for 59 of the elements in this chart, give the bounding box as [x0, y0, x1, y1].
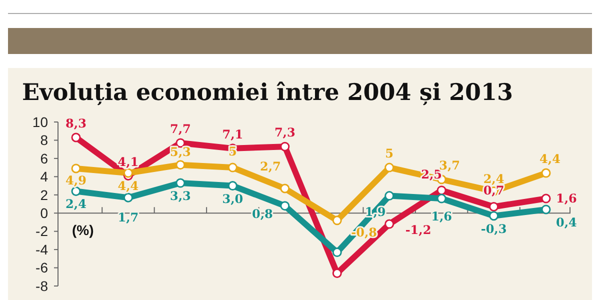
- data-label: 5,3: [170, 144, 191, 159]
- data-label: 5: [385, 146, 394, 161]
- data-label: 0,4: [556, 215, 577, 230]
- point: [71, 132, 81, 142]
- y-tick-label: -8: [36, 278, 48, 294]
- y-tick-label: -6: [36, 260, 48, 276]
- data-label: 7,7: [170, 122, 191, 136]
- data-label: -1,2: [405, 223, 432, 238]
- data-label: 7,3: [274, 126, 296, 140]
- data-label: 1,6: [431, 210, 452, 224]
- point: [489, 202, 499, 212]
- y-tick-label: 4: [40, 168, 48, 185]
- y-tick-label: 10: [32, 114, 48, 130]
- data-label: 2,4: [66, 197, 86, 212]
- point: [71, 164, 81, 174]
- data-label: 7,1: [222, 127, 244, 142]
- point: [176, 138, 186, 148]
- point: [384, 219, 394, 229]
- point: [489, 211, 499, 221]
- data-label: 2,7: [260, 160, 281, 174]
- point: [176, 178, 186, 188]
- point: [436, 194, 446, 204]
- point: [436, 186, 446, 196]
- point: [123, 192, 133, 202]
- data-label: 3,0: [222, 192, 244, 206]
- data-label: 1,7: [118, 210, 139, 225]
- data-label: 3,3: [170, 189, 191, 204]
- data-label: 8,3: [66, 116, 86, 130]
- point: [384, 191, 394, 201]
- point: [176, 160, 186, 170]
- point: [71, 186, 81, 196]
- y-tick-label: -4: [36, 241, 48, 258]
- point: [280, 184, 290, 194]
- point: [228, 162, 238, 172]
- point: [280, 142, 290, 152]
- data-label: 4,1: [118, 154, 139, 169]
- data-label: 1,6: [556, 192, 577, 206]
- point: [541, 204, 551, 214]
- point: [541, 194, 551, 204]
- point: [332, 216, 342, 226]
- data-label: 4,4: [540, 152, 560, 166]
- point: [228, 181, 238, 191]
- y-tick-label: 6: [40, 150, 48, 166]
- y-tick-label: -2: [36, 223, 48, 240]
- point: [384, 162, 394, 172]
- data-label: -0,3: [480, 222, 507, 236]
- y-tick-label: 2: [40, 186, 48, 203]
- point: [123, 168, 133, 178]
- point: [332, 248, 342, 258]
- point: [541, 168, 551, 178]
- y-axis-title: (%): [72, 222, 94, 238]
- data-label: 4,4: [118, 179, 139, 194]
- y-tick-label: 0: [40, 205, 48, 222]
- y-tick-label: 8: [40, 132, 48, 148]
- data-label: 3,7: [439, 158, 460, 172]
- data-label: 4,9: [66, 173, 86, 188]
- data-label: 2,4: [483, 172, 504, 186]
- point: [280, 201, 290, 211]
- chart-title: Evoluția economiei între 2004 și 2013: [22, 79, 514, 106]
